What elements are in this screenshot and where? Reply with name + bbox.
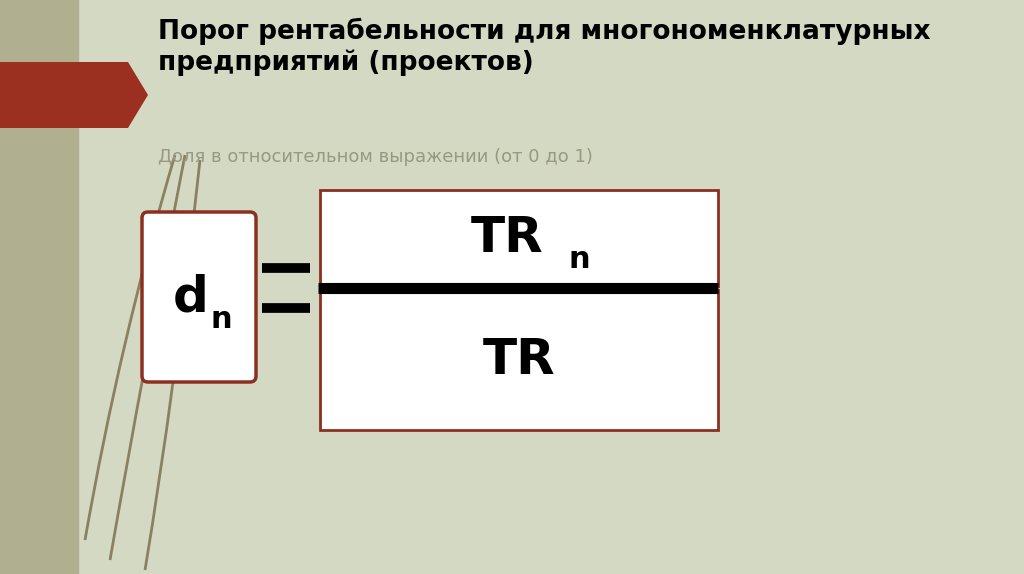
Text: d: d [173, 273, 209, 321]
Text: Порог рентабельности для многономенклатурных
предприятий (проектов): Порог рентабельности для многономенклату… [158, 18, 931, 76]
Text: Доля в относительном выражении (от 0 до 1): Доля в относительном выражении (от 0 до … [158, 148, 593, 166]
Polygon shape [0, 62, 148, 128]
Text: TR: TR [482, 336, 555, 384]
FancyBboxPatch shape [319, 290, 718, 430]
Bar [0, 0, 78, 574]
FancyBboxPatch shape [142, 212, 256, 382]
Text: TR: TR [471, 214, 544, 262]
FancyBboxPatch shape [319, 190, 718, 286]
Text: n: n [568, 246, 590, 274]
Text: n: n [210, 304, 231, 333]
